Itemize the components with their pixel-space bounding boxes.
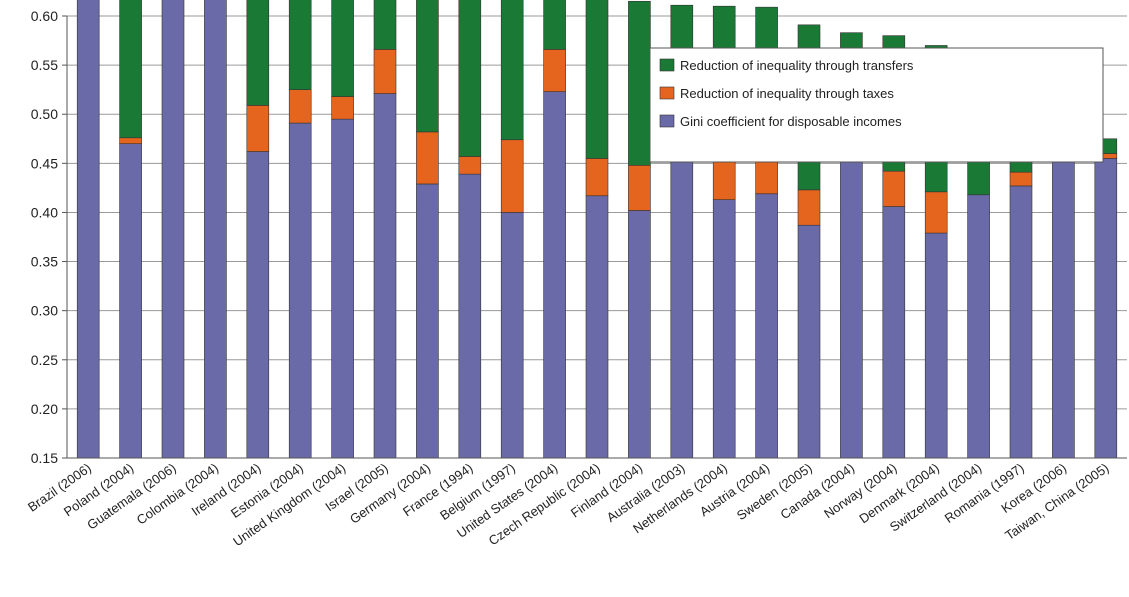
y-tick-label: 0.30 <box>31 303 58 319</box>
y-tick-label: 0.50 <box>31 106 58 122</box>
bar-segment-taxes <box>458 156 482 175</box>
bar-segment-gini <box>288 122 312 459</box>
y-tick-label: 0.35 <box>31 254 58 270</box>
bar-segment-transfers <box>373 0 397 50</box>
bar-segment-gini <box>755 193 778 459</box>
bar-segment-gini <box>373 93 397 459</box>
bar-segment-gini <box>119 143 142 459</box>
bar-segment-gini <box>76 0 100 459</box>
bar-segment-gini <box>246 151 270 459</box>
bar-segment-taxes <box>246 105 270 152</box>
bar-segment-gini <box>670 151 694 459</box>
legend-swatch <box>659 86 675 100</box>
bar-segment-taxes <box>119 137 142 144</box>
bar-segment-gini <box>628 210 651 459</box>
bar-segment-taxes <box>797 189 821 226</box>
legend-label: Reduction of inequality through taxes <box>680 86 894 101</box>
bar-segment-gini <box>331 118 354 459</box>
x-axis: Brazil (2006)Poland (2004)Guatemala (200… <box>25 457 1127 549</box>
legend-swatch <box>659 114 675 128</box>
bar-segment-taxes <box>628 164 651 211</box>
bar-segment-gini <box>712 199 736 459</box>
bar-segment-taxes <box>416 131 439 185</box>
bar-segment-transfers <box>458 0 482 157</box>
bar-segment-gini <box>1094 158 1118 459</box>
bar-segment-gini <box>1052 153 1075 459</box>
bar-segment-gini <box>204 0 227 459</box>
legend-label: Gini coefficient for disposable incomes <box>680 114 902 129</box>
bar-segment-transfers <box>585 0 609 159</box>
bar-segment-taxes <box>373 49 397 94</box>
bar-segment-taxes <box>288 89 312 124</box>
bar-segment-taxes <box>331 96 354 120</box>
bar-segment-gini <box>458 173 482 459</box>
bar-segment-taxes <box>543 49 566 92</box>
legend-label: Reduction of inequality through transfer… <box>680 58 914 73</box>
y-tick-label: 0.55 <box>31 57 58 73</box>
bar-segment-transfers <box>246 0 270 106</box>
y-tick-label: 0.15 <box>31 450 58 466</box>
legend: Reduction of inequality through transfer… <box>649 47 1104 163</box>
legend-swatch <box>659 58 675 72</box>
bar-segment-gini <box>500 212 524 459</box>
bar-segment-transfers <box>416 0 439 133</box>
bar-segment-gini <box>543 91 566 459</box>
bar-segment-transfers <box>543 0 566 50</box>
y-tick-label: 0.45 <box>31 155 58 171</box>
bar-segment-taxes <box>500 139 524 213</box>
bar-segment-gini <box>1009 185 1033 459</box>
bar-segment-transfers <box>628 0 651 166</box>
y-tick-label: 0.20 <box>31 401 58 417</box>
y-tick-label: 0.60 <box>31 8 58 24</box>
legend-box <box>649 47 1104 163</box>
y-axis: 0.15 0.20 0.25 0.30 0.35 0.40 0.45 0.50 0.55 0.60 <box>31 8 68 466</box>
bar-segment-gini <box>840 145 863 459</box>
bar-segment-transfers <box>331 0 354 97</box>
bar-segment-gini <box>416 183 439 459</box>
bar-segment-transfers <box>288 0 312 90</box>
bar-segment-taxes <box>712 159 736 200</box>
bar-segment-transfers <box>500 0 524 141</box>
y-tick-label: 0.25 <box>31 352 58 368</box>
bar-segment-gini <box>967 194 990 459</box>
bar-segment-taxes <box>585 158 609 197</box>
bar-segment-taxes <box>755 160 778 195</box>
bar-segment-gini <box>797 224 821 459</box>
bar-segment-transfers <box>119 0 142 139</box>
bar-segment-taxes <box>1009 171 1033 187</box>
bar-segment-gini <box>882 206 906 459</box>
bar-segment-taxes <box>924 191 948 234</box>
bar-segment-gini <box>161 0 185 459</box>
bar-segment-gini <box>924 232 948 459</box>
bar-segment-taxes <box>882 170 906 207</box>
bar-segment-gini <box>585 195 609 459</box>
y-tick-label: 0.40 <box>31 204 58 220</box>
